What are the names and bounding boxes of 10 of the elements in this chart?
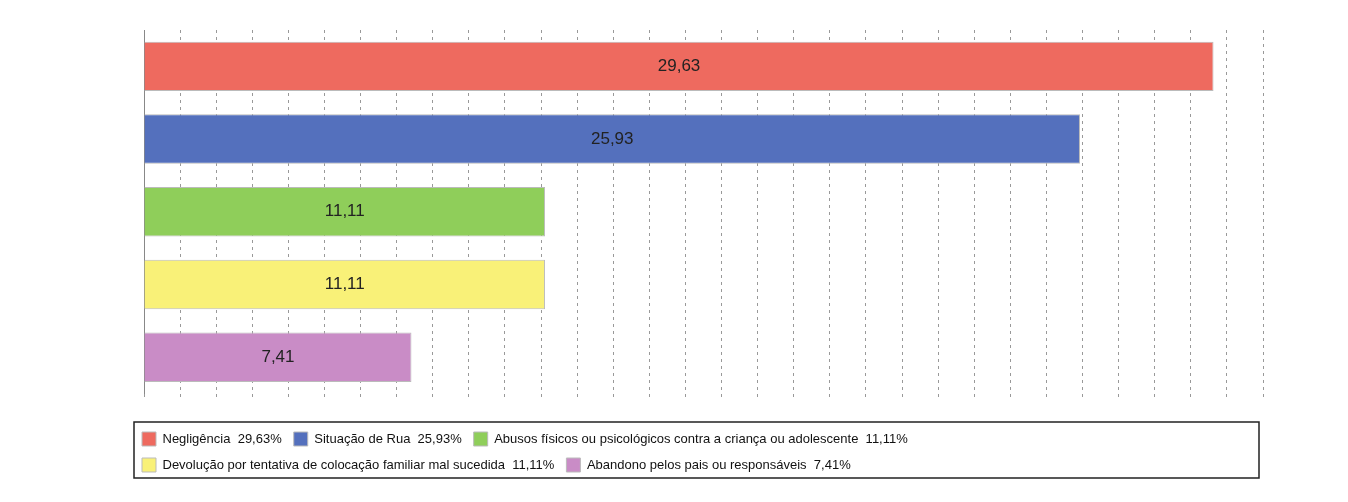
legend-label: Abusos físicos ou psicológicos contra a criança ou adolescente 11,11% [494,430,909,446]
legend-label: Devolução por tentativa de colocação familiar mal sucedida 11,11% [162,456,555,472]
data-label: 25,93 [590,128,634,148]
data-label: 29,63 [657,56,701,76]
data-label: 11,11 [324,201,365,221]
data-label: 7,41 [261,346,295,366]
legend-label: Situação de Rua 25,93% [314,430,463,446]
legend-label: Negligência 29,63% [162,430,283,446]
data-label: 11,11 [324,274,365,294]
legend-label: Abandono pelos pais ou responsáveis 7,41% [586,456,852,472]
